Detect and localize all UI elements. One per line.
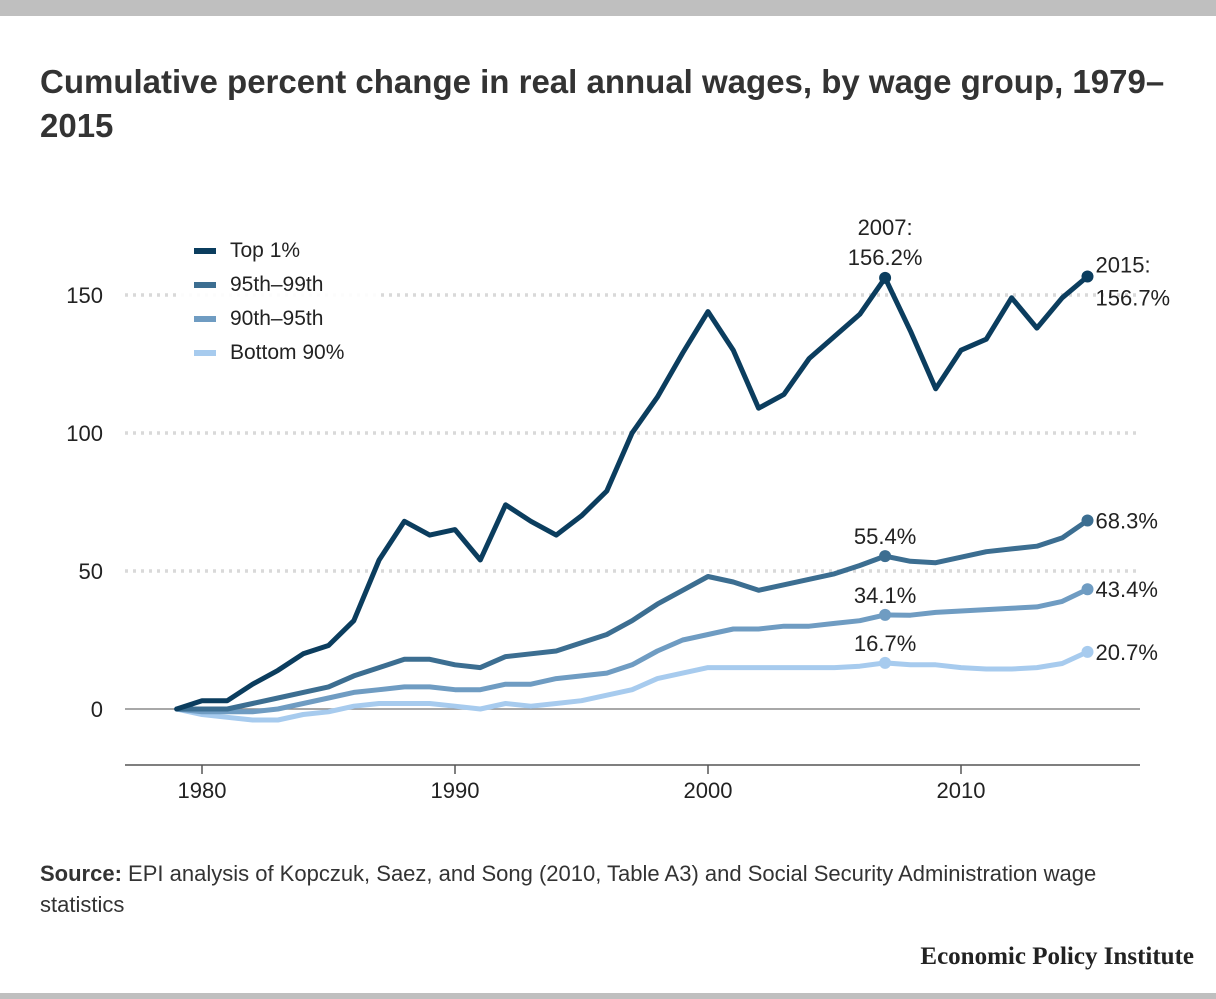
legend-item-bottom-90: Bottom 90% [194,338,344,368]
chart-legend: Top 1% 95th–99th 90th–95th Bottom 90% [180,228,380,376]
source-note: Source: EPI analysis of Kopczuk, Saez, a… [40,858,1180,920]
legend-item-90-95: 90th–95th [194,304,323,334]
x-tick-label-1980: 1980 [178,778,227,803]
legend-item-top-1: Top 1% [194,236,300,266]
data-point-marker-2007-0 [879,271,892,284]
legend-swatch-bottom-90 [194,350,216,356]
annotation-label-2015-value: 156.7% [1096,286,1171,311]
source-label: Source: [40,861,122,886]
source-text: EPI analysis of Kopczuk, Saez, and Song … [40,861,1097,917]
annotation-label-2007-value: 156.2% [848,245,923,270]
legend-label-top-1: Top 1% [230,239,301,262]
y-tick-label-150: 150 [66,283,103,308]
top-border-bar [0,0,1216,16]
series-line-90th-95th [174,586,1090,715]
annotation-label-2007-year: 2007: [858,215,913,240]
annotation-label-2015-5: 43.4% [1096,577,1158,602]
x-tick-label-2000: 2000 [684,778,733,803]
legend-item-95-99: 95th–99th [194,270,323,300]
legend-swatch-95-99 [194,282,216,288]
data-point-marker-2015-7 [1081,645,1094,658]
annotation-label-2015-year: 2015: [1096,253,1151,278]
series-line-top-1- [174,274,1090,712]
data-point-marker-2007-4 [879,608,892,621]
y-tick-label-100: 100 [66,421,103,446]
data-point-marker-2015-3 [1081,514,1094,527]
y-tick-label-0: 0 [91,697,103,722]
legend-label-bottom-90: Bottom 90% [230,341,345,364]
series-line-95th-99th [174,518,1090,712]
legend-label-90-95: 90th–95th [230,307,324,330]
bottom-border-bar [0,993,1216,999]
data-point-marker-2015-1 [1081,270,1094,283]
annotation-label-2007-2: 55.4% [854,524,916,549]
x-tick-label-2010: 2010 [937,778,986,803]
annotation-label-2007-4: 34.1% [854,583,916,608]
annotation-label-2015-7: 20.7% [1096,640,1158,665]
legend-label-95-99: 95th–99th [230,273,324,296]
x-tick-label-1990: 1990 [431,778,480,803]
series-line-bottom-90- [174,649,1090,723]
legend-swatch-90-95 [194,316,216,322]
data-point-marker-2015-5 [1081,583,1094,596]
annotation-label-2015-3: 68.3% [1096,508,1158,533]
chart-title: Cumulative percent change in real annual… [40,63,1165,144]
data-point-marker-2007-6 [879,656,892,669]
brand-logo-text: Economic Policy Institute [920,943,1194,970]
annotation-label-2007-6: 16.7% [854,631,916,656]
y-tick-label-50: 50 [79,559,103,584]
data-point-marker-2007-2 [879,550,892,563]
legend-swatch-top-1 [194,248,216,254]
